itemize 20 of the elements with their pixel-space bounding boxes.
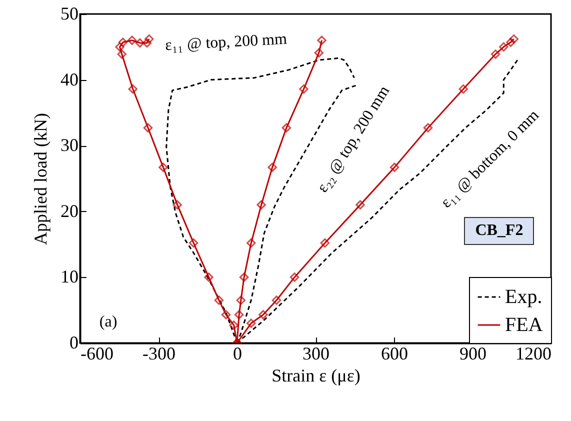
x-tick-label: 600 [381, 344, 408, 364]
y-tick-label: 10 [60, 266, 78, 287]
legend-label: FEA [505, 314, 544, 336]
label-box: CB_F2 [464, 217, 534, 246]
y-tick-label: 30 [60, 135, 78, 156]
legend-label: Exp. [505, 286, 542, 308]
x-tick-label: -300 [142, 344, 176, 364]
y-tick-label: 40 [60, 69, 78, 90]
x-axis-title: Strain ε (με) [272, 366, 360, 386]
y-axis-title: Applied load (kN) [30, 113, 50, 245]
x-tick-label: -600 [80, 344, 114, 364]
annotation: (a) [99, 314, 118, 331]
y-tick-label: 50 [60, 4, 78, 24]
y-tick-label: 20 [60, 200, 78, 221]
x-tick-label: 300 [302, 344, 330, 364]
annotation: ε₂₂ @ top, 200 mm [314, 82, 394, 196]
annotation: ε₁₁ @ top, 200 mm [164, 30, 288, 54]
x-tick-label: 900 [460, 344, 486, 364]
x-tick-label: 0 [233, 344, 242, 364]
x-tick-label: 1200 [516, 344, 552, 364]
